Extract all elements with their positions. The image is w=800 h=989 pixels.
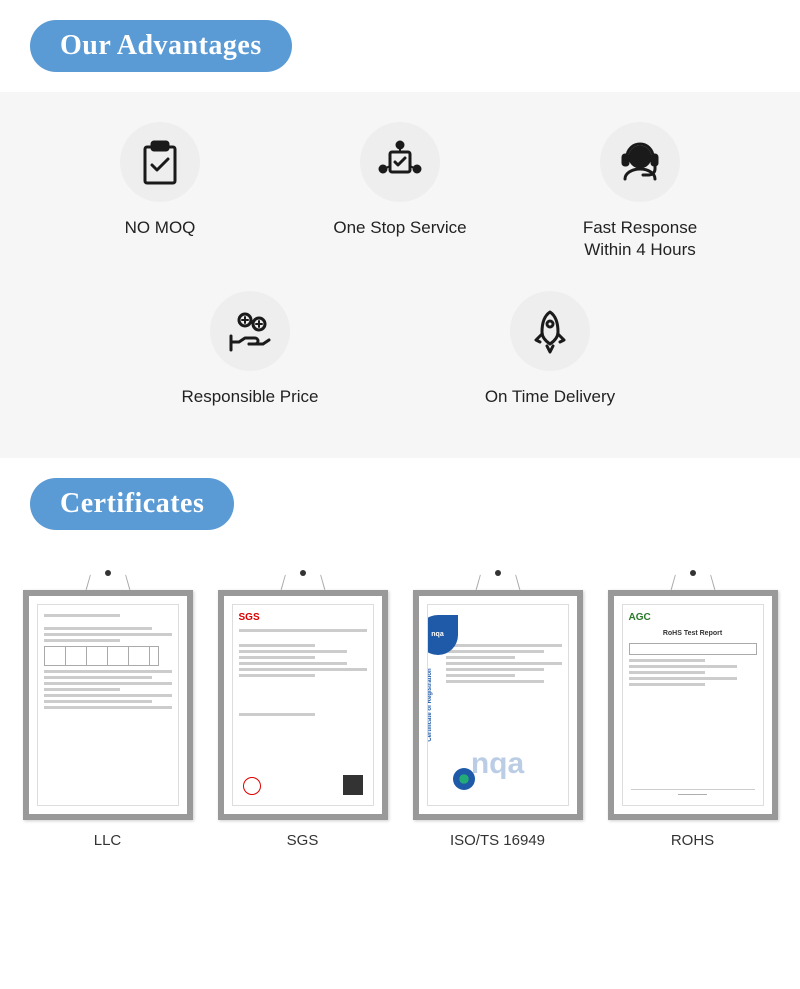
- advantages-title: Our Advantages: [30, 20, 292, 72]
- nqa-badge-icon: nqa: [427, 615, 458, 655]
- certificates-title: Certificates: [30, 478, 234, 530]
- nqa-watermark: nqa: [428, 743, 568, 785]
- advantage-label: Responsible Price: [181, 386, 318, 408]
- advantage-price: Responsible Price: [160, 291, 340, 408]
- advantages-grid: NO MOQ One Stop Service: [0, 92, 800, 458]
- certificate-label: LLC: [94, 832, 122, 849]
- clipboard-check-icon: [120, 122, 200, 202]
- rocket-icon: [510, 291, 590, 371]
- hanger-icon: [78, 570, 138, 590]
- certificate-frame: AGC RoHS Test Report ━━━━━━━━━━━━: [608, 590, 778, 820]
- cert-sidebar-text: Certificate of Registration: [427, 669, 434, 742]
- certificate-iso: Certificate of Registration nqa nqa ISO/…: [410, 570, 585, 849]
- certificate-rohs: AGC RoHS Test Report ━━━━━━━━━━━━ ROHS: [605, 570, 780, 849]
- headset-support-icon: [600, 122, 680, 202]
- advantage-label: Fast Response Within 4 Hours: [583, 217, 697, 261]
- agc-logo: AGC: [629, 611, 757, 625]
- hanger-icon: [663, 570, 723, 590]
- certificate-frame: Certificate of Registration nqa nqa: [413, 590, 583, 820]
- advantage-delivery: On Time Delivery: [460, 291, 640, 408]
- advantage-no-moq: NO MOQ: [70, 122, 250, 261]
- certificate-frame: [23, 590, 193, 820]
- advantage-label: On Time Delivery: [485, 386, 615, 408]
- certificate-label: ISO/TS 16949: [450, 832, 545, 849]
- certificate-sgs: SGS SGS: [215, 570, 390, 849]
- certificate-label: SGS: [287, 832, 319, 849]
- certificate-frame: SGS: [218, 590, 388, 820]
- checklist-cycle-icon: [360, 122, 440, 202]
- advantage-label: One Stop Service: [333, 217, 466, 239]
- coin-hand-icon: [210, 291, 290, 371]
- certificates-section: Certificates: [0, 458, 800, 879]
- hanger-icon: [468, 570, 528, 590]
- certificates-grid: LLC SGS: [0, 550, 800, 849]
- advantages-section: Our Advantages NO MOQ: [0, 0, 800, 458]
- hanger-icon: [273, 570, 333, 590]
- certificate-label: ROHS: [671, 832, 714, 849]
- advantage-fast-response: Fast Response Within 4 Hours: [550, 122, 730, 261]
- rohs-doc-title: RoHS Test Report: [629, 629, 757, 639]
- advantage-label: NO MOQ: [125, 217, 196, 239]
- advantage-one-stop: One Stop Service: [310, 122, 490, 261]
- sgs-logo: SGS: [239, 611, 367, 625]
- certificate-llc: LLC: [20, 570, 195, 849]
